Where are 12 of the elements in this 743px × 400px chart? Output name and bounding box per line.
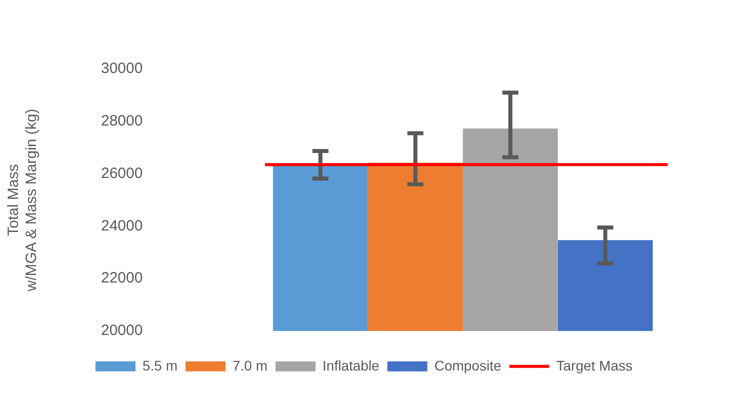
legend-label: Composite [434,357,502,374]
y-tick-label: 20000 [100,322,143,340]
legend-label: 7.0 m [232,357,268,374]
legend-label: 5.5 m [142,357,178,374]
y-tick-label: 26000 [100,164,143,182]
y-tick-label: 30000 [100,60,143,78]
y-axis-title: Total Mass w/MGA & Mass Margin (kg) [5,108,40,292]
y-tick-label: 22000 [100,270,143,287]
legend-label: Inflatable [322,357,380,374]
y-tick-label: 24000 [100,217,143,234]
legend-label: Target Mass [556,357,633,374]
y-tick-label: 28000 [100,112,143,130]
